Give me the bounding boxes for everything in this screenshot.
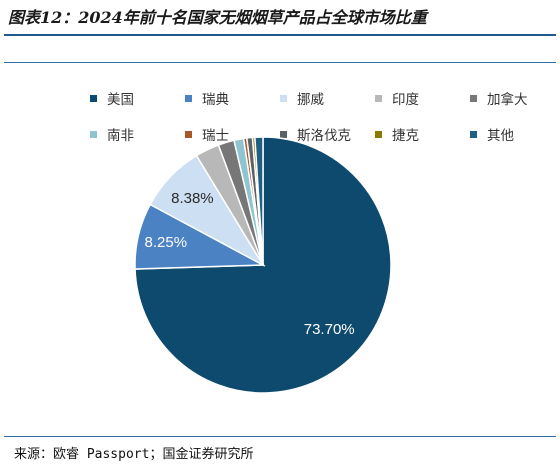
legend-item: 挪威 — [280, 88, 324, 108]
legend-item: 瑞士 — [185, 124, 229, 144]
legend-item: 斯洛伐克 — [280, 124, 351, 144]
slice-data-label: 73.70% — [304, 321, 355, 338]
legend-label: 挪威 — [297, 92, 324, 108]
pie-slice — [134, 136, 392, 394]
legend-label: 印度 — [392, 92, 419, 108]
legend-swatch — [90, 94, 97, 102]
legend-swatch — [470, 130, 477, 138]
legend-item: 加拿大 — [470, 88, 528, 108]
legend-swatch — [185, 94, 192, 102]
legend-label: 南非 — [107, 128, 134, 144]
chart-legend: 美国 瑞典 挪威 印度 加拿大南非 瑞士 斯洛伐克 捷克 其他 — [0, 0, 560, 150]
legend-item: 美国 — [90, 88, 134, 108]
legend-label: 加拿大 — [487, 92, 528, 108]
header-divider — [4, 62, 556, 63]
legend-label: 瑞典 — [202, 92, 229, 108]
legend-item: 捷克 — [375, 124, 419, 144]
legend-swatch — [185, 130, 192, 138]
legend-swatch — [90, 130, 97, 138]
legend-item: 印度 — [375, 88, 419, 108]
slice-data-label: 8.38% — [171, 190, 214, 207]
legend-label: 美国 — [107, 92, 134, 108]
legend-item: 南非 — [90, 124, 134, 144]
legend-item: 瑞典 — [185, 88, 229, 108]
legend-swatch — [280, 130, 287, 138]
legend-swatch — [375, 130, 382, 138]
pie-slice — [254, 136, 264, 266]
legend-label: 斯洛伐克 — [297, 128, 351, 144]
legend-swatch — [470, 94, 477, 102]
legend-item: 其他 — [470, 124, 514, 144]
legend-swatch — [280, 94, 287, 102]
legend-label: 捷克 — [392, 128, 419, 144]
legend-label: 其他 — [487, 128, 514, 144]
chart-title: 图表12：2024年前十名国家无烟烟草产品占全球市场比重 — [8, 8, 427, 27]
footer-divider — [4, 436, 556, 437]
title-rule — [4, 34, 556, 36]
slice-data-label: 8.25% — [145, 234, 188, 251]
legend-swatch — [375, 94, 382, 102]
source-note: 来源：欧睿 Passport；国金证券研究所 — [14, 447, 254, 462]
legend-label: 瑞士 — [202, 128, 229, 144]
